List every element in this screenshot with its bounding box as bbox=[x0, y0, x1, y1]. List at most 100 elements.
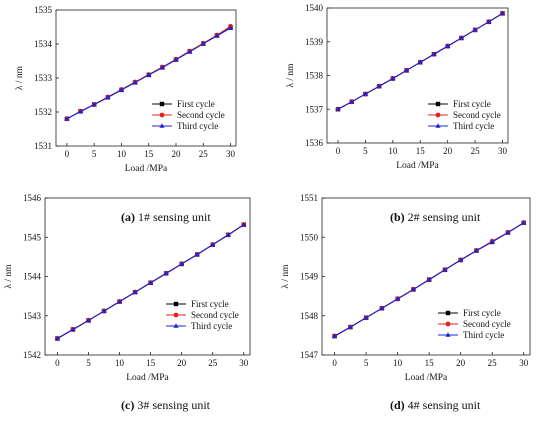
data-point-triangle bbox=[132, 79, 138, 85]
data-point-triangle bbox=[521, 219, 527, 225]
data-point-triangle bbox=[163, 270, 169, 276]
y-tick-label: 1550 bbox=[300, 232, 319, 242]
data-point-triangle bbox=[499, 10, 506, 16]
data-point-triangle bbox=[417, 59, 423, 65]
y-tick-label: 1538 bbox=[305, 71, 324, 81]
legend-label: First cycle bbox=[177, 99, 215, 109]
legend-label: Third cycle bbox=[463, 330, 504, 340]
y-tick-label: 1545 bbox=[23, 232, 42, 242]
data-point-triangle bbox=[64, 116, 70, 121]
data-point-triangle bbox=[210, 241, 216, 247]
data-point-triangle bbox=[70, 326, 76, 332]
data-point-triangle bbox=[179, 261, 185, 266]
legend-label: Second cycle bbox=[177, 110, 225, 120]
x-tick-label: 25 bbox=[488, 358, 498, 368]
x-tick-label: 0 bbox=[332, 358, 337, 368]
x-tick-label: 5 bbox=[363, 146, 368, 156]
x-tick-label: 10 bbox=[388, 146, 398, 156]
data-point-triangle bbox=[410, 286, 416, 292]
data-point-triangle bbox=[227, 25, 234, 30]
y-tick-label: 1542 bbox=[23, 350, 41, 360]
x-axis-label: Load /MPa bbox=[396, 161, 439, 171]
x-tick-label: 30 bbox=[519, 358, 529, 368]
y-tick-label: 1531 bbox=[34, 141, 52, 151]
x-tick-label: 15 bbox=[146, 358, 156, 368]
x-tick-label: 15 bbox=[144, 149, 154, 159]
data-point-triangle bbox=[486, 19, 492, 24]
legend-label: Second cycle bbox=[191, 310, 239, 320]
legend-label: Third cycle bbox=[191, 321, 232, 331]
data-point-triangle bbox=[85, 317, 92, 323]
y-tick-label: 1544 bbox=[23, 272, 42, 282]
x-tick-label: 0 bbox=[65, 149, 70, 159]
x-tick-label: 10 bbox=[117, 149, 127, 159]
data-point-triangle bbox=[505, 229, 511, 235]
panel-label: (b) bbox=[390, 210, 405, 224]
data-point-triangle bbox=[77, 108, 84, 114]
data-point-triangle bbox=[132, 289, 138, 294]
y-axis-label: λ / nm bbox=[281, 264, 291, 289]
x-tick-label: 5 bbox=[86, 358, 91, 368]
data-point-triangle bbox=[379, 305, 385, 311]
data-point-triangle bbox=[395, 296, 401, 301]
legend-label: First cycle bbox=[191, 299, 229, 309]
x-tick-label: 25 bbox=[208, 358, 218, 368]
y-tick-label: 1536 bbox=[305, 138, 324, 148]
data-point-triangle bbox=[91, 101, 97, 107]
x-tick-label: 25 bbox=[199, 149, 209, 159]
y-tick-label: 1539 bbox=[305, 37, 324, 47]
y-axis-label: λ / nm bbox=[15, 65, 25, 90]
data-point-triangle bbox=[347, 324, 353, 329]
data-point-triangle bbox=[472, 27, 478, 32]
y-tick-label: 1533 bbox=[34, 73, 53, 83]
legend-marker-square bbox=[435, 101, 441, 107]
x-tick-label: 30 bbox=[498, 146, 508, 156]
panel-caption-a: (a) 1# sensing unit bbox=[121, 210, 211, 225]
data-point-triangle bbox=[458, 257, 464, 262]
y-axis-label: λ / nm bbox=[286, 63, 296, 88]
legend-marker-circle bbox=[435, 112, 441, 118]
legend-marker-circle bbox=[173, 312, 179, 318]
y-tick-label: 1540 bbox=[305, 3, 324, 13]
data-point-triangle bbox=[335, 106, 341, 112]
x-tick-label: 0 bbox=[336, 146, 341, 156]
legend-marker-triangle bbox=[173, 323, 179, 328]
x-tick-label: 10 bbox=[393, 358, 403, 368]
data-point-triangle bbox=[426, 276, 432, 282]
caption-text: 3# sensing unit bbox=[137, 398, 210, 412]
x-tick-label: 20 bbox=[456, 358, 466, 368]
y-tick-label: 1534 bbox=[34, 39, 53, 49]
chart-panel-b: 0 5 10 15 20 25 30 1536 1537 1538 1539 1540 Load /MP… bbox=[286, 3, 509, 171]
data-point-triangle bbox=[431, 51, 437, 57]
x-tick-label: 10 bbox=[115, 358, 125, 368]
data-point-triangle bbox=[194, 251, 200, 257]
panel-caption-d: (d) 4# sensing unit bbox=[390, 398, 480, 413]
data-point-triangle bbox=[403, 67, 410, 73]
x-tick-label: 5 bbox=[364, 358, 369, 368]
data-point-triangle bbox=[159, 64, 165, 70]
x-tick-label: 5 bbox=[92, 149, 97, 159]
y-tick-label: 1537 bbox=[305, 104, 324, 114]
panel-caption-b: (b) 2# sensing unit bbox=[390, 210, 480, 225]
data-point-triangle bbox=[101, 308, 107, 313]
x-tick-label: 20 bbox=[443, 146, 453, 156]
data-point-triangle bbox=[458, 35, 464, 40]
data-point-triangle bbox=[473, 247, 480, 253]
x-tick-label: 0 bbox=[55, 358, 60, 368]
x-tick-label: 25 bbox=[471, 146, 481, 156]
x-tick-label: 30 bbox=[226, 149, 236, 159]
y-tick-label: 1543 bbox=[23, 311, 42, 321]
data-point-triangle bbox=[187, 49, 193, 54]
data-point-triangle bbox=[390, 75, 396, 81]
data-point-triangle bbox=[376, 83, 382, 89]
legend-marker-square bbox=[159, 101, 165, 107]
panel-caption-c: (c) 3# sensing unit bbox=[121, 398, 210, 413]
legend-marker-circle bbox=[159, 112, 165, 118]
x-axis-label: Load /MPa bbox=[126, 373, 169, 383]
chart-panel-d: 0 5 10 15 20 25 30 1547 1548 1549 1550 1551 Load /MP… bbox=[281, 193, 531, 383]
y-tick-label: 1532 bbox=[34, 107, 52, 117]
